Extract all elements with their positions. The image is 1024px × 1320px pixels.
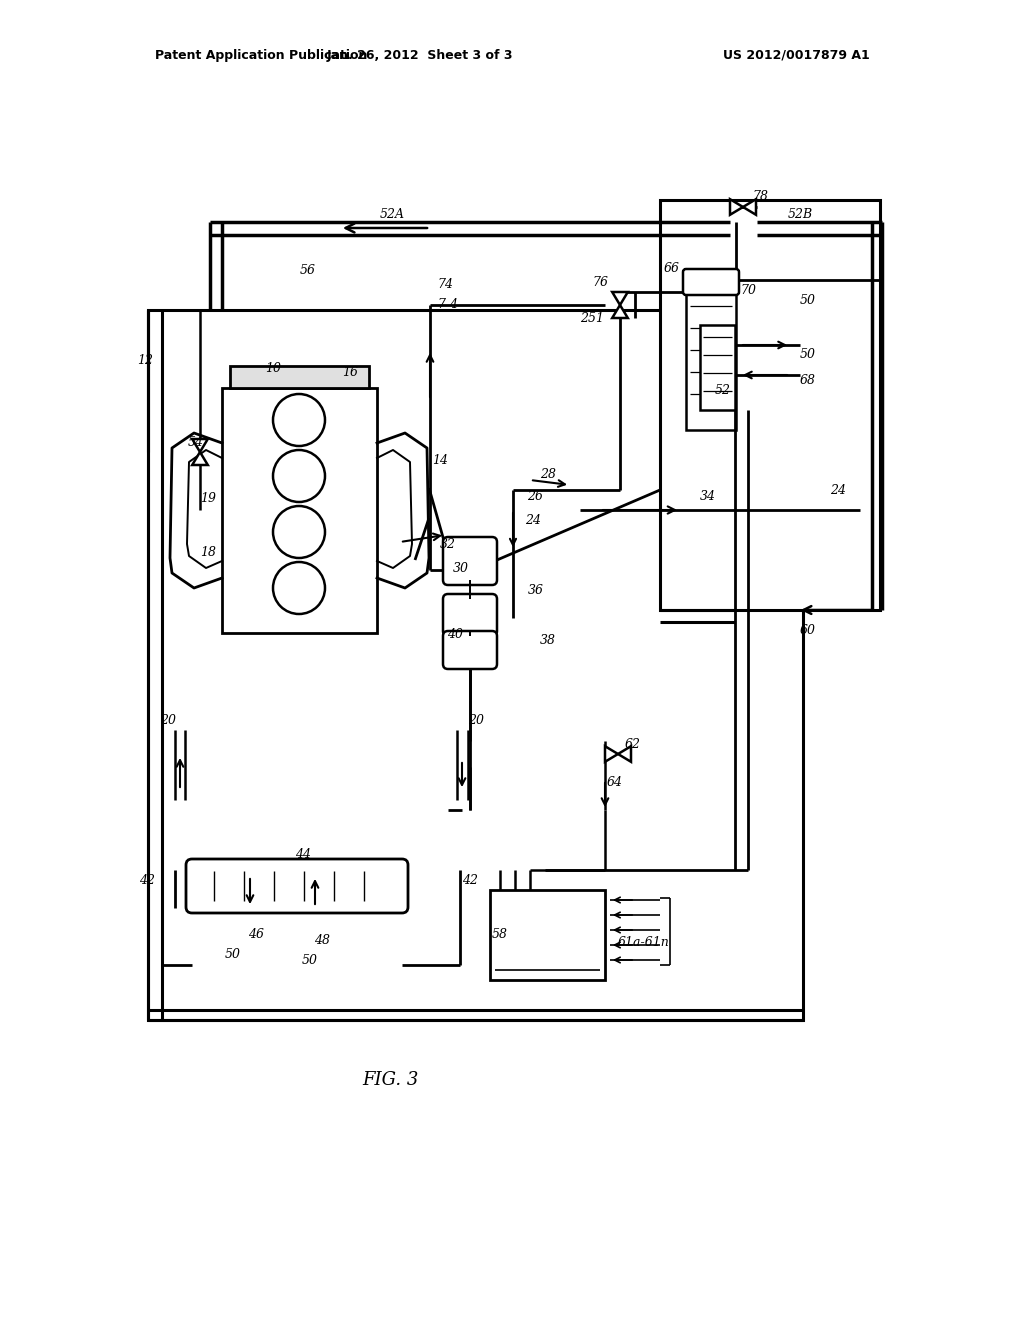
Polygon shape (618, 746, 631, 762)
Text: US 2012/0017879 A1: US 2012/0017879 A1 (723, 49, 870, 62)
Text: 52A: 52A (380, 207, 406, 220)
Bar (230, 366, 369, 388)
Text: 24: 24 (830, 483, 846, 496)
Text: 24: 24 (525, 513, 541, 527)
Text: 56: 56 (300, 264, 316, 276)
Text: 40: 40 (447, 628, 463, 642)
Text: 61a-61n: 61a-61n (618, 936, 670, 949)
Text: 38: 38 (540, 634, 556, 647)
Text: 50: 50 (800, 293, 816, 306)
Bar (222, 388, 377, 634)
Polygon shape (612, 305, 628, 318)
Text: 20: 20 (468, 714, 484, 726)
FancyBboxPatch shape (443, 594, 497, 636)
Text: 50: 50 (225, 949, 241, 961)
Text: 32: 32 (440, 539, 456, 552)
FancyBboxPatch shape (443, 631, 497, 669)
Polygon shape (193, 451, 208, 465)
Text: 76: 76 (592, 276, 608, 289)
Text: 26: 26 (527, 491, 543, 503)
Circle shape (273, 450, 325, 502)
Circle shape (273, 506, 325, 558)
Bar (490, 890, 605, 979)
Text: 58: 58 (492, 928, 508, 941)
Text: 48: 48 (314, 933, 330, 946)
Text: 66: 66 (664, 261, 680, 275)
Polygon shape (193, 440, 208, 451)
Text: FIG. 3: FIG. 3 (361, 1071, 418, 1089)
Text: 64: 64 (607, 776, 623, 788)
Text: 70: 70 (740, 284, 756, 297)
Circle shape (273, 393, 325, 446)
Text: 78: 78 (752, 190, 768, 202)
Text: 19: 19 (200, 491, 216, 504)
Text: 50: 50 (302, 953, 318, 966)
Text: 50: 50 (800, 348, 816, 362)
Bar (660, 201, 880, 610)
Text: 52B: 52B (787, 207, 813, 220)
Bar (686, 290, 736, 430)
Text: 68: 68 (800, 374, 816, 387)
Text: 34: 34 (700, 491, 716, 503)
Polygon shape (743, 199, 756, 215)
Text: 251: 251 (580, 312, 604, 325)
Text: 30: 30 (453, 561, 469, 574)
Text: 16: 16 (342, 366, 358, 379)
Text: 18: 18 (200, 545, 216, 558)
FancyBboxPatch shape (683, 269, 739, 294)
Text: 10: 10 (265, 362, 281, 375)
Text: 42: 42 (462, 874, 478, 887)
Text: 14: 14 (432, 454, 449, 466)
Circle shape (273, 562, 325, 614)
Text: 44: 44 (295, 847, 311, 861)
FancyBboxPatch shape (443, 537, 497, 585)
Polygon shape (612, 292, 628, 305)
Bar (148, 310, 803, 1020)
Polygon shape (605, 746, 618, 762)
Text: Jan. 26, 2012  Sheet 3 of 3: Jan. 26, 2012 Sheet 3 of 3 (327, 49, 513, 62)
Text: 28: 28 (540, 469, 556, 482)
Polygon shape (730, 199, 743, 215)
Text: 74: 74 (437, 279, 453, 292)
Text: 62: 62 (625, 738, 641, 751)
Text: 54: 54 (188, 436, 204, 449)
Text: 42: 42 (139, 874, 155, 887)
FancyBboxPatch shape (186, 859, 408, 913)
Text: 60: 60 (800, 623, 816, 636)
Text: 46: 46 (248, 928, 264, 941)
Bar (700, 325, 735, 411)
Text: 20: 20 (160, 714, 176, 726)
Text: 36: 36 (528, 583, 544, 597)
Text: 7 4: 7 4 (438, 298, 458, 312)
Text: 52: 52 (715, 384, 731, 396)
Text: Patent Application Publication: Patent Application Publication (155, 49, 368, 62)
Text: 12: 12 (137, 354, 153, 367)
